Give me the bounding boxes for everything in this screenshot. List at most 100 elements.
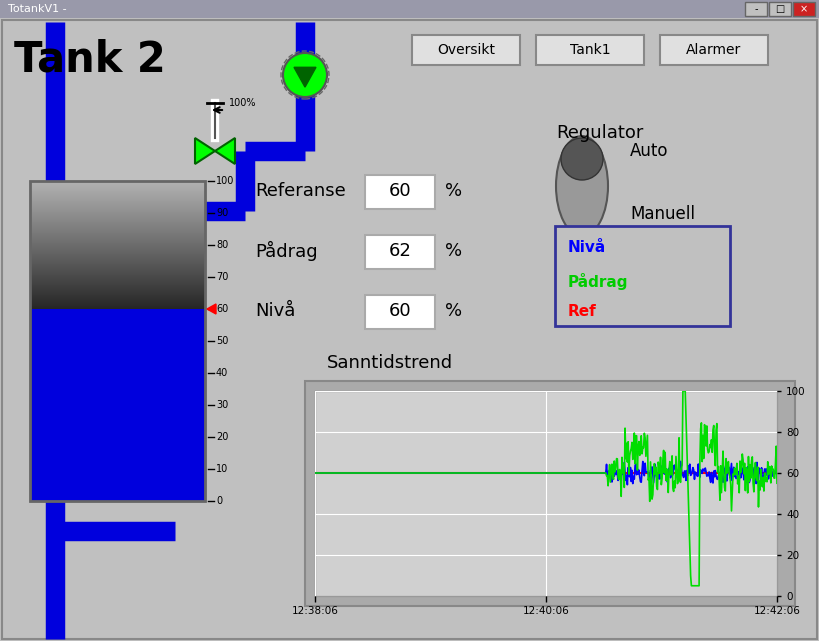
FancyBboxPatch shape bbox=[30, 232, 205, 233]
FancyBboxPatch shape bbox=[365, 175, 435, 209]
FancyBboxPatch shape bbox=[30, 195, 205, 196]
FancyBboxPatch shape bbox=[30, 286, 205, 287]
FancyBboxPatch shape bbox=[30, 275, 205, 276]
Text: Pådrag: Pådrag bbox=[568, 272, 628, 290]
FancyBboxPatch shape bbox=[30, 231, 205, 232]
Text: Nivå: Nivå bbox=[568, 240, 606, 256]
FancyBboxPatch shape bbox=[30, 212, 205, 213]
FancyBboxPatch shape bbox=[30, 260, 205, 261]
FancyBboxPatch shape bbox=[30, 259, 205, 260]
FancyBboxPatch shape bbox=[30, 201, 205, 202]
FancyBboxPatch shape bbox=[30, 221, 205, 222]
FancyBboxPatch shape bbox=[30, 249, 205, 250]
FancyBboxPatch shape bbox=[30, 198, 205, 199]
FancyBboxPatch shape bbox=[30, 256, 205, 257]
FancyBboxPatch shape bbox=[30, 234, 205, 235]
FancyBboxPatch shape bbox=[30, 302, 205, 303]
FancyBboxPatch shape bbox=[30, 280, 205, 281]
FancyBboxPatch shape bbox=[30, 200, 205, 201]
Text: □: □ bbox=[776, 4, 785, 14]
Text: 100%: 100% bbox=[229, 98, 256, 108]
FancyBboxPatch shape bbox=[30, 269, 205, 270]
Text: Auto: Auto bbox=[630, 142, 668, 160]
FancyBboxPatch shape bbox=[30, 301, 205, 302]
FancyBboxPatch shape bbox=[30, 226, 205, 227]
FancyBboxPatch shape bbox=[30, 244, 205, 245]
FancyBboxPatch shape bbox=[30, 255, 205, 256]
Text: %: % bbox=[445, 182, 462, 200]
FancyBboxPatch shape bbox=[30, 296, 205, 297]
FancyBboxPatch shape bbox=[30, 287, 205, 288]
FancyBboxPatch shape bbox=[30, 187, 205, 188]
FancyBboxPatch shape bbox=[30, 266, 205, 267]
Text: Manuell: Manuell bbox=[630, 205, 695, 223]
FancyBboxPatch shape bbox=[30, 230, 205, 231]
Text: TotankV1 -: TotankV1 - bbox=[8, 4, 66, 14]
Text: 40: 40 bbox=[216, 368, 229, 378]
Text: Oversikt: Oversikt bbox=[437, 43, 495, 57]
Polygon shape bbox=[207, 304, 216, 314]
Text: 20: 20 bbox=[216, 432, 229, 442]
FancyBboxPatch shape bbox=[30, 209, 205, 210]
FancyBboxPatch shape bbox=[30, 202, 205, 203]
FancyBboxPatch shape bbox=[30, 281, 205, 282]
FancyBboxPatch shape bbox=[0, 0, 819, 18]
FancyBboxPatch shape bbox=[30, 250, 205, 251]
Ellipse shape bbox=[283, 53, 327, 97]
Text: Ref: Ref bbox=[568, 303, 597, 319]
FancyBboxPatch shape bbox=[30, 306, 205, 307]
FancyBboxPatch shape bbox=[30, 305, 205, 306]
FancyBboxPatch shape bbox=[30, 261, 205, 262]
Text: 60: 60 bbox=[216, 304, 229, 314]
FancyBboxPatch shape bbox=[30, 233, 205, 234]
FancyBboxPatch shape bbox=[30, 223, 205, 224]
Text: 60: 60 bbox=[389, 302, 411, 320]
Text: Nivå: Nivå bbox=[255, 302, 296, 320]
FancyBboxPatch shape bbox=[30, 219, 205, 220]
FancyBboxPatch shape bbox=[30, 217, 205, 218]
FancyBboxPatch shape bbox=[30, 227, 205, 228]
FancyBboxPatch shape bbox=[30, 276, 205, 277]
Ellipse shape bbox=[561, 138, 603, 180]
FancyBboxPatch shape bbox=[30, 263, 205, 264]
FancyBboxPatch shape bbox=[30, 225, 205, 226]
FancyBboxPatch shape bbox=[412, 35, 520, 65]
FancyBboxPatch shape bbox=[30, 181, 205, 182]
FancyBboxPatch shape bbox=[30, 247, 205, 248]
FancyBboxPatch shape bbox=[365, 295, 435, 329]
FancyBboxPatch shape bbox=[305, 381, 795, 606]
Text: 50: 50 bbox=[216, 336, 229, 346]
Text: Pådrag: Pådrag bbox=[255, 241, 318, 261]
Text: ×: × bbox=[800, 4, 808, 14]
FancyBboxPatch shape bbox=[30, 307, 205, 308]
FancyBboxPatch shape bbox=[30, 205, 205, 206]
FancyBboxPatch shape bbox=[30, 297, 205, 298]
FancyBboxPatch shape bbox=[30, 207, 205, 208]
FancyBboxPatch shape bbox=[30, 216, 205, 217]
FancyBboxPatch shape bbox=[30, 242, 205, 243]
FancyBboxPatch shape bbox=[30, 184, 205, 185]
FancyBboxPatch shape bbox=[30, 277, 205, 278]
FancyBboxPatch shape bbox=[30, 193, 205, 194]
FancyBboxPatch shape bbox=[30, 191, 205, 192]
Text: 80: 80 bbox=[216, 240, 229, 250]
FancyBboxPatch shape bbox=[30, 270, 205, 271]
Ellipse shape bbox=[556, 136, 608, 236]
FancyBboxPatch shape bbox=[30, 229, 205, 230]
FancyBboxPatch shape bbox=[30, 257, 205, 258]
FancyBboxPatch shape bbox=[30, 245, 205, 246]
FancyBboxPatch shape bbox=[30, 186, 205, 187]
FancyBboxPatch shape bbox=[30, 185, 205, 186]
FancyBboxPatch shape bbox=[30, 284, 205, 285]
FancyBboxPatch shape bbox=[30, 220, 205, 221]
FancyBboxPatch shape bbox=[30, 215, 205, 216]
FancyBboxPatch shape bbox=[2, 20, 817, 639]
FancyBboxPatch shape bbox=[30, 291, 205, 292]
FancyBboxPatch shape bbox=[30, 246, 205, 247]
Text: Alarmer: Alarmer bbox=[686, 43, 742, 57]
FancyBboxPatch shape bbox=[793, 2, 815, 16]
Text: 30: 30 bbox=[216, 400, 229, 410]
FancyBboxPatch shape bbox=[30, 206, 205, 207]
FancyBboxPatch shape bbox=[30, 214, 205, 215]
FancyBboxPatch shape bbox=[30, 273, 205, 274]
